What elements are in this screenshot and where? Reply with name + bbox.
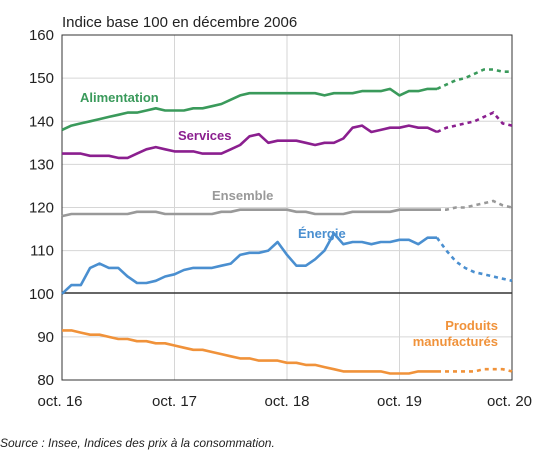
series-line-0 (61, 87, 437, 132)
series-forecast-0 (436, 68, 512, 91)
chart-source: Source : Insee, Indices des prix à la co… (0, 436, 275, 450)
series-label-line-1: manufacturés (413, 334, 498, 349)
x-tick-label-1: oct. 17 (152, 393, 197, 410)
x-tick-label-2: oct. 18 (264, 393, 309, 410)
series-label-4: Produits manufacturés (413, 318, 498, 349)
y-tick-label-100: 100 (29, 286, 54, 303)
y-tick-label-110: 110 (30, 243, 54, 260)
series-label-1: Services (178, 128, 232, 143)
series-forecast-3 (435, 236, 513, 283)
series-line-3 (61, 232, 437, 295)
chart-title: Indice base 100 en décembre 2006 (62, 14, 297, 31)
y-tick-label-80: 80 (37, 372, 54, 389)
series-label-0: Alimentation (80, 90, 159, 105)
y-tick-label-150: 150 (29, 70, 54, 87)
y-tick-label-140: 140 (29, 113, 54, 130)
x-tick-label-3: oct. 19 (377, 393, 422, 410)
y-tick-label-160: 160 (29, 27, 54, 44)
series-label-line-0: Produits (445, 318, 498, 333)
series-forecast-2 (437, 199, 513, 211)
y-tick-label-130: 130 (29, 156, 54, 173)
x-tick-label-4: oct. 20 (487, 393, 532, 410)
series-forecast-1 (436, 111, 513, 134)
series-forecast-4 (437, 367, 513, 373)
series-label-3: Énergie (298, 226, 346, 241)
y-tick-label-90: 90 (37, 329, 54, 346)
axes: 80 90 100 110 120 130 140 150 160 oct. 16 oct. 17 o… (29, 27, 532, 410)
series-line-4 (62, 329, 437, 375)
x-tick-label-0: oct. 16 (37, 393, 82, 410)
series-lines (61, 68, 513, 375)
series-labels: Alimentation Services Ensemble Énergie Produ… (80, 90, 498, 349)
series-label-2: Ensemble (212, 188, 273, 203)
price-index-chart: 80 90 100 110 120 130 140 150 160 oct. 16 oct. 17 o… (29, 14, 532, 410)
plot-frame (61, 34, 513, 381)
y-tick-label-120: 120 (29, 200, 54, 217)
series-line-1 (62, 124, 438, 160)
series-line-2 (61, 208, 437, 218)
